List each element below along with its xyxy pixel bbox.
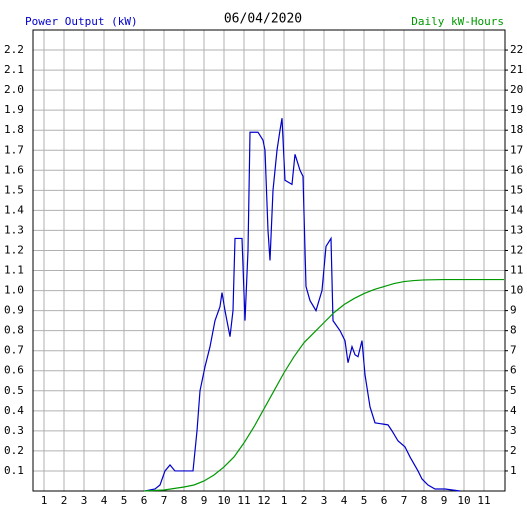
y-tick-label: 0.9 <box>4 304 24 317</box>
y-tick-label: 1.9 <box>4 103 24 116</box>
y2-axis-label: Daily kW-Hours <box>411 15 504 28</box>
y2-tick-label: 19 <box>510 103 523 116</box>
y2-tick-label: 4 <box>510 404 517 417</box>
x-tick-label: 5 <box>361 494 368 507</box>
y2-tick-label: 2 <box>510 444 517 457</box>
y2-tick-label: 21 <box>510 63 523 76</box>
y2-tick-label: 7 <box>510 344 517 357</box>
y-tick-label: 1.4 <box>4 203 24 216</box>
y-tick-label: 1.1 <box>4 264 24 277</box>
x-tick-label: 9 <box>441 494 448 507</box>
y2-tick-label: 6 <box>510 364 517 377</box>
x-tick-label: 12 <box>257 494 270 507</box>
y2-tick-label: 17 <box>510 143 523 156</box>
x-tick-label: 3 <box>321 494 328 507</box>
y-tick-label: 0.6 <box>4 364 24 377</box>
y-tick-label: 1.3 <box>4 223 24 236</box>
x-tick-label: 1 <box>281 494 288 507</box>
y-tick-label: 1.7 <box>4 143 24 156</box>
y2-tick-label: 22 <box>510 43 523 56</box>
y-tick-label: 2.0 <box>4 83 24 96</box>
plot-frame <box>32 29 506 492</box>
y2-tick-label: 3 <box>510 424 517 437</box>
series-line <box>144 118 461 492</box>
x-tick-label: 8 <box>181 494 188 507</box>
x-tick-label: 7 <box>401 494 408 507</box>
y2-tick-label: 16 <box>510 163 523 176</box>
x-tick-label: 10 <box>217 494 230 507</box>
y2-tick-label: 10 <box>510 284 523 297</box>
y-tick-label: 1.2 <box>4 243 24 256</box>
x-tick-label: 11 <box>477 494 490 507</box>
y-tick-label: 2.1 <box>4 63 24 76</box>
chart-title: 06/04/2020 <box>224 12 302 27</box>
y-tick-label: 1.0 <box>4 284 24 297</box>
x-tick-label: 6 <box>141 494 148 507</box>
y-tick-label: 2.2 <box>4 43 24 56</box>
y2-tick-label: 18 <box>510 123 523 136</box>
y2-tick-label: 9 <box>510 304 517 317</box>
y2-tick-label: 12 <box>510 243 523 256</box>
y2-tick-label: 5 <box>510 384 517 397</box>
y-tick-label: 1.5 <box>4 183 24 196</box>
x-tick-label: 2 <box>301 494 308 507</box>
series-line <box>143 278 504 492</box>
x-tick-label: 1 <box>41 494 48 507</box>
y-tick-label: 1.6 <box>4 163 24 176</box>
y-tick-label: 0.7 <box>4 344 24 357</box>
x-tick-label: 4 <box>341 494 348 507</box>
y-tick-label: 1.8 <box>4 123 24 136</box>
y-tick-label: 0.2 <box>4 444 24 457</box>
y2-tick-label: 8 <box>510 324 517 337</box>
y-tick-label: 0.5 <box>4 384 24 397</box>
x-tick-label: 7 <box>161 494 168 507</box>
x-tick-label: 11 <box>237 494 250 507</box>
y-axis-label: Power Output (kW) <box>25 15 138 28</box>
y-tick-label: 0.8 <box>4 324 24 337</box>
y2-tick-label: 13 <box>510 223 523 236</box>
y-tick-label: 0.1 <box>4 464 24 477</box>
y-tick-label: 0.3 <box>4 424 24 437</box>
y-tick-label: 0.4 <box>4 404 24 417</box>
y2-tick-label: 14 <box>510 203 524 216</box>
x-tick-label: 2 <box>61 494 68 507</box>
y2-tick-label: 15 <box>510 183 523 196</box>
x-tick-label: 5 <box>121 494 128 507</box>
x-tick-label: 9 <box>201 494 208 507</box>
y2-tick-label: 11 <box>510 264 523 277</box>
x-tick-label: 6 <box>381 494 388 507</box>
x-tick-label: 10 <box>457 494 470 507</box>
x-tick-label: 8 <box>421 494 428 507</box>
x-tick-label: 3 <box>81 494 88 507</box>
y2-tick-label: 1 <box>510 464 517 477</box>
y2-tick-label: 20 <box>510 83 523 96</box>
x-tick-label: 4 <box>101 494 108 507</box>
